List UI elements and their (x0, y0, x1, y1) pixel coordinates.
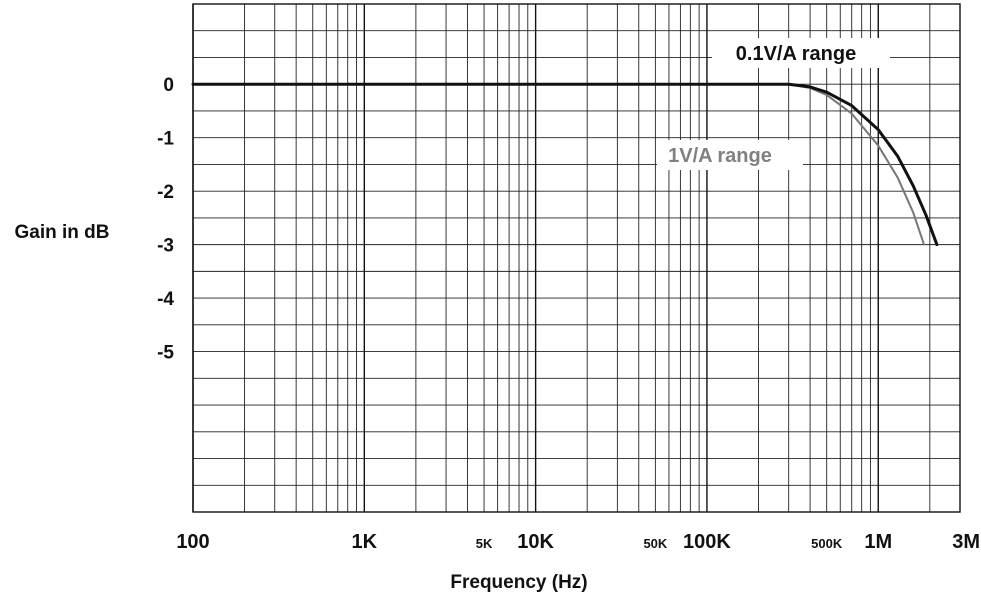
y-tick-label: -1 (157, 129, 174, 150)
y-tick-label: 0 (163, 75, 174, 96)
x-tick-label: 100 (176, 531, 209, 553)
x-tick-label: 500K (811, 536, 843, 551)
x-tick-label: 1M (864, 531, 892, 553)
series-label-1v-a-bg (657, 140, 803, 170)
x-tick-label: 50K (643, 536, 667, 551)
y-axis-label: Gain in dB (15, 222, 110, 243)
x-tick-label: 3M (952, 531, 980, 553)
x-axis-label: Frequency (Hz) (450, 572, 587, 593)
x-tick-label: 10K (517, 531, 554, 553)
grid-minor-lines (193, 3, 961, 513)
plot-frame (192, 3, 961, 513)
y-tick-label: -3 (157, 236, 174, 257)
series-label-1v-a: 1V/A range (668, 145, 772, 167)
x-tick-label: 1K (352, 531, 378, 553)
x-tick-label: 100K (683, 531, 731, 553)
y-tick-labels: 0 -1 -2 -3 -4 -5 (157, 75, 174, 363)
series-labels: 0.1V/A range 1V/A range (657, 38, 890, 170)
x-tick-label: 5K (476, 536, 493, 551)
series-label-0-1v-a-bg (712, 38, 890, 68)
y-tick-label: -5 (157, 343, 174, 364)
series-label-0-1v-a: 0.1V/A range (736, 43, 856, 65)
x-tick-labels: 100 1K 5K 10K 50K 100K 500K 1M 3M (176, 531, 980, 553)
series-line-0-1v-a (191, 82, 939, 247)
series-layer (191, 82, 939, 247)
y-tick-label: -4 (157, 289, 174, 310)
y-tick-label: -2 (157, 182, 174, 203)
plot-border (192, 3, 961, 513)
